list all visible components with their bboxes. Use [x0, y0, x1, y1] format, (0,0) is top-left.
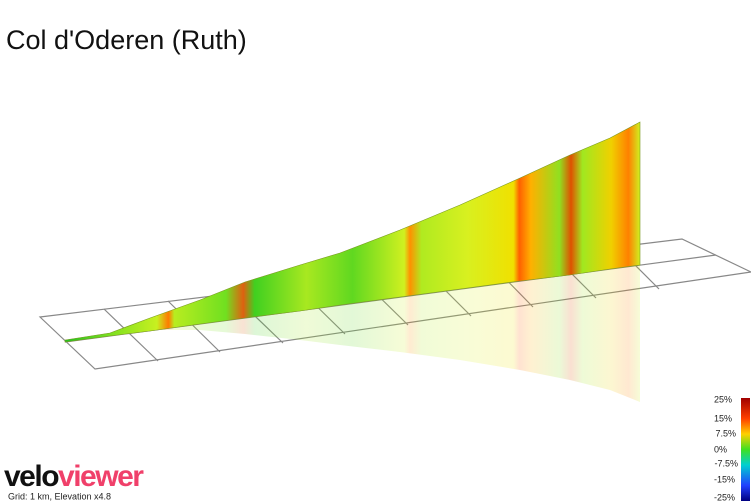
profile-wall	[64, 121, 641, 343]
grid-line	[103, 308, 159, 362]
gradient-scale	[741, 398, 750, 501]
logo-part: viewer	[58, 460, 144, 493]
profile-reflection	[65, 265, 640, 402]
scale-label: 15%	[714, 413, 732, 423]
scale-label: -15%	[714, 474, 735, 484]
scale-label: 0%	[714, 444, 727, 454]
footer-note: Grid: 1 km, Elevation x4.8	[8, 491, 111, 501]
scale-label: -25%	[714, 492, 735, 502]
scale-label: 7.5%	[715, 428, 736, 438]
title: Col d'Oderen (Ruth)	[6, 25, 247, 55]
logo-part: velo	[4, 460, 59, 493]
scale-label: -7.5%	[714, 458, 738, 468]
scale-label: 25%	[714, 394, 732, 404]
logo: veloviewer	[4, 460, 144, 493]
